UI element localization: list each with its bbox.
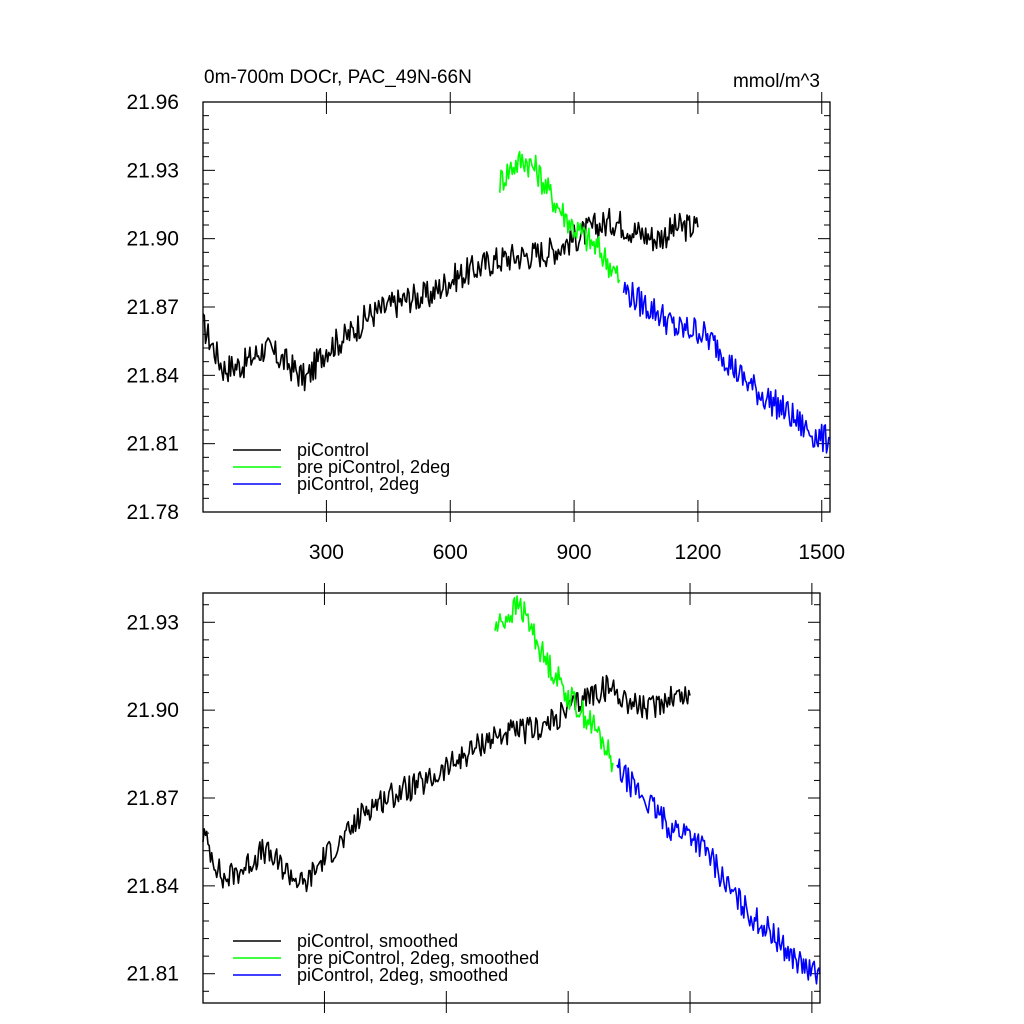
y-tick-label: 21.93 [126,611,179,634]
x-tick-label: 900 [557,541,592,564]
x-tick-label: 600 [433,541,468,564]
bottom-panel: 21.81 21.84 21.87 21.90 21.93 piControl, smo… [126,583,821,1013]
y-tick-label: 21.87 [126,296,179,319]
y-tick-label: 21.90 [126,699,179,722]
series-line-2 [494,595,614,773]
y-tick-label: 21.96 [126,91,179,114]
legend-label-3: piControl, 2deg [297,474,419,494]
legend-label-2: pre piControl, 2deg [297,457,450,477]
legend-label-2: pre piControl, 2deg, smoothed [297,948,539,968]
bottom-panel-ticks: 21.81 21.84 21.87 21.90 21.93 [126,583,820,1013]
top-panel-series [202,150,831,454]
y-tick-label: 21.93 [126,159,179,182]
legend-label-3: piControl, 2deg, smoothed [297,965,508,985]
top-panel-title: 0m-700m DOCr, PAC_49N-66N [204,67,472,88]
x-tick-label: 1500 [798,541,845,564]
y-tick-label: 21.87 [126,787,179,810]
series-line-1 [202,674,691,893]
y-tick-label: 21.78 [126,501,179,524]
top-panel-units: mmol/m^3 [733,71,820,92]
legend-label-1: piControl, smoothed [297,931,458,951]
x-tick-label: 300 [309,541,344,564]
series-line-2 [499,150,621,284]
bottom-panel-series [202,595,821,985]
top-panel: 21.78 21.81 21.84 21.87 21.90 21.93 21.96 300 60… [126,67,845,564]
y-tick-label: 21.84 [126,875,179,898]
series-line-3 [622,281,831,454]
top-panel-ticks: 21.78 21.81 21.84 21.87 21.90 21.93 21.96 300 60… [126,91,845,564]
bottom-panel-frame [202,592,821,1004]
series-line-1 [202,207,699,392]
series-line-3 [616,758,821,985]
legend-label-1: piControl [297,440,369,460]
top-panel-frame [202,101,831,513]
y-tick-label: 21.84 [126,364,179,387]
y-tick-label: 21.90 [126,228,179,251]
y-tick-label: 21.81 [126,433,179,456]
x-tick-label: 1200 [675,541,722,564]
y-tick-label: 21.81 [126,963,179,986]
